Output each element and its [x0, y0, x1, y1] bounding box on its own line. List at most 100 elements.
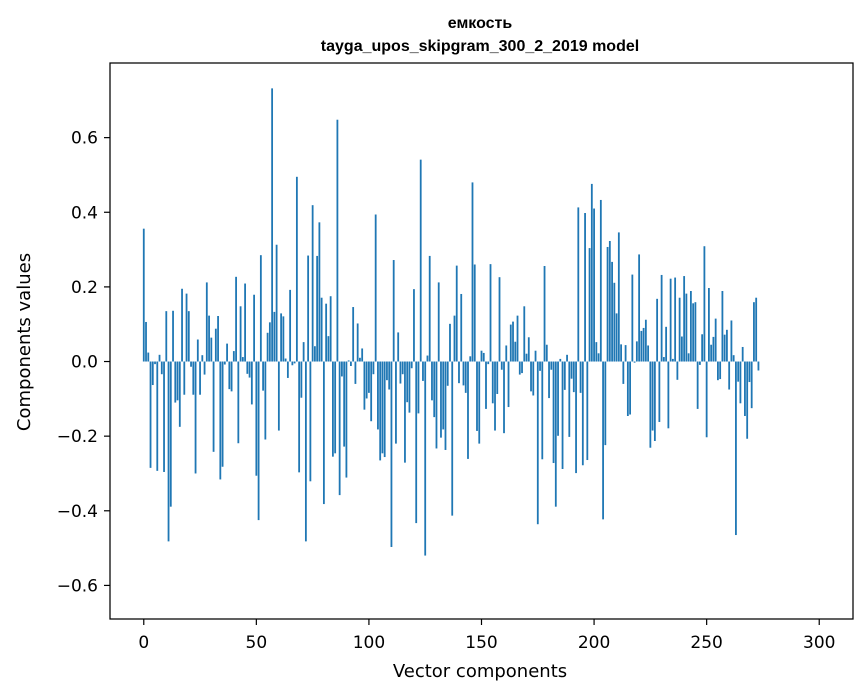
bar-222: [642, 327, 645, 362]
bar-236: [674, 277, 677, 362]
bar-181: [550, 361, 553, 370]
bar-71: [302, 342, 305, 362]
bar-77: [316, 255, 319, 362]
bar-179: [545, 344, 548, 362]
bar-221: [640, 330, 643, 362]
bar-29: [208, 315, 210, 362]
bar-79: [320, 297, 323, 362]
bar-172: [530, 361, 532, 392]
bar-263: [735, 361, 737, 536]
bar-2: [147, 352, 150, 362]
bar-174: [534, 350, 537, 362]
bar-99: [365, 361, 368, 399]
bar-271: [753, 302, 755, 362]
bar-224: [647, 345, 650, 362]
bar-197: [586, 361, 589, 461]
bar-158: [498, 277, 501, 362]
bar-195: [581, 361, 584, 466]
bar-268: [746, 361, 749, 439]
bar-233: [667, 361, 670, 429]
bar-87: [338, 361, 341, 496]
bar-216: [629, 361, 631, 415]
bar-84: [332, 361, 334, 457]
bar-204: [602, 361, 604, 520]
bar-145: [469, 356, 472, 362]
bar-237: [676, 361, 679, 380]
bar-54: [264, 361, 267, 440]
bar-96: [359, 357, 361, 362]
bar-51: [257, 361, 260, 521]
y-tick-label: 0.4: [71, 203, 98, 223]
y-tick-label: −0.2: [57, 427, 98, 447]
bar-42: [237, 361, 240, 444]
bar-19: [185, 293, 188, 362]
bar-250: [705, 361, 708, 438]
bar-17: [181, 288, 183, 362]
bar-170: [525, 353, 528, 362]
bar-157: [496, 361, 499, 394]
bars-group: [142, 88, 760, 556]
bar-255: [717, 361, 719, 381]
bar-116: [404, 361, 406, 463]
bar-252: [710, 344, 713, 362]
bar-186: [561, 361, 564, 469]
bar-97: [361, 348, 364, 362]
bar-65: [289, 289, 292, 362]
bar-229: [658, 361, 661, 422]
x-axis-ticks: 0 50 100 150 200 250 300: [138, 619, 835, 653]
bar-75: [311, 205, 314, 362]
x-tick-label: 0: [138, 633, 149, 653]
y-tick-label: 0.2: [71, 278, 98, 298]
bar-18: [183, 361, 186, 395]
bar-5: [154, 361, 156, 365]
bar-93: [352, 307, 355, 362]
x-tick-label: 50: [246, 633, 268, 653]
bar-119: [410, 361, 413, 369]
bar-35: [221, 361, 224, 467]
bar-266: [741, 346, 744, 362]
bar-210: [615, 313, 618, 362]
bar-85: [334, 361, 337, 454]
bar-246: [696, 361, 699, 409]
bar-44: [241, 357, 244, 362]
bar-234: [669, 278, 672, 362]
bar-14: [174, 361, 177, 403]
bar-38: [228, 361, 231, 390]
bar-125: [424, 361, 427, 556]
bar-73: [307, 255, 310, 362]
bar-114: [399, 361, 402, 384]
bar-193: [577, 207, 580, 362]
bar-178: [543, 266, 546, 362]
bar-74: [309, 361, 312, 482]
bar-41: [235, 276, 237, 362]
bar-264: [737, 361, 740, 382]
bar-138: [453, 315, 456, 362]
bar-202: [597, 353, 600, 362]
bar-105: [379, 361, 382, 461]
bar-239: [680, 336, 683, 362]
bar-104: [377, 361, 379, 430]
bar-259: [726, 329, 728, 362]
bar-86: [336, 119, 339, 362]
bar-124: [422, 361, 424, 381]
bar-117: [406, 361, 409, 403]
bar-231: [662, 357, 665, 362]
bar-211: [617, 232, 620, 362]
bar-72: [304, 361, 307, 542]
bar-203: [599, 199, 602, 362]
bar-257: [721, 291, 724, 362]
bar-141: [460, 293, 463, 362]
bar-16: [178, 361, 181, 427]
bar-139: [455, 265, 458, 362]
bar-83: [329, 296, 332, 362]
bar-130: [435, 361, 438, 449]
bar-91: [347, 360, 350, 362]
chart-subtitle: tayga_upos_skipgram_300_2_2019 model: [321, 38, 639, 55]
bar-109: [388, 361, 391, 390]
x-tick-label: 250: [690, 633, 722, 653]
bar-63: [284, 358, 287, 362]
bar-92: [350, 361, 352, 366]
bar-151: [482, 352, 485, 362]
bar-69: [298, 361, 301, 473]
bar-47: [248, 361, 251, 378]
